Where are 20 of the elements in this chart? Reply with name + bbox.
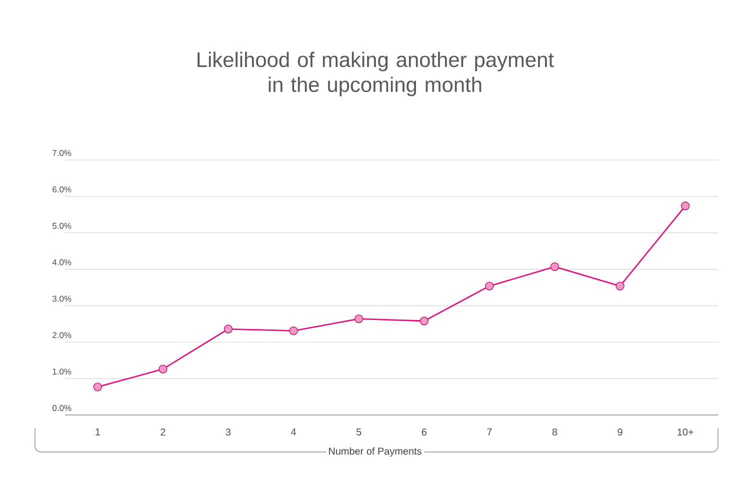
x-tick-label: 7 bbox=[487, 428, 492, 436]
y-tick-label: 7.0% bbox=[52, 150, 72, 156]
x-tick-label: 8 bbox=[552, 428, 558, 436]
x-tick-label: 1 bbox=[96, 428, 100, 436]
y-tick-label: 6.0% bbox=[52, 186, 72, 192]
chart-title: Likelihood of making another payment in the upcoming month bbox=[198, 52, 554, 96]
x-tick-label: 3 bbox=[226, 428, 231, 436]
x-axis-title: Number of Payments bbox=[329, 447, 422, 457]
y-tick-label: 3.0% bbox=[52, 296, 72, 302]
y-tick-label: 0.0% bbox=[52, 404, 72, 411]
x-tick-label: 2 bbox=[160, 428, 166, 436]
x-tick-label: 10+ bbox=[678, 428, 694, 436]
x-tick-label: 4 bbox=[291, 428, 296, 436]
y-tick-label: 5.0% bbox=[52, 222, 72, 229]
x-tick-label: 5 bbox=[356, 428, 362, 436]
y-tick-label: 2.0% bbox=[52, 332, 72, 338]
x-tick-label: 9 bbox=[618, 428, 622, 436]
y-tick-label: 4.0% bbox=[52, 259, 72, 266]
x-tick-label: 6 bbox=[422, 428, 426, 436]
y-tick-label: 1.0% bbox=[52, 368, 72, 375]
